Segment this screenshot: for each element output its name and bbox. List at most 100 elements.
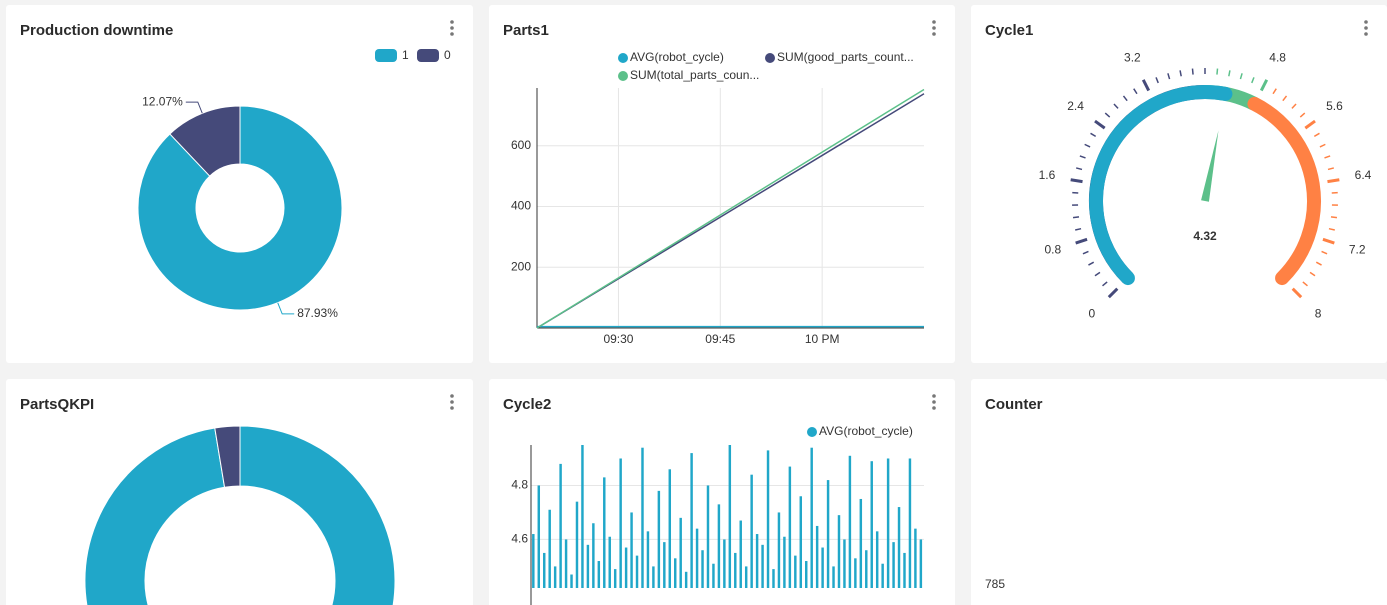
major-tick [1291, 287, 1303, 299]
minor-tick [1084, 143, 1091, 148]
bar [881, 563, 884, 588]
bar [630, 512, 633, 588]
panel-title: Cycle2 [503, 396, 551, 413]
bar [597, 561, 601, 588]
gauge-tick-label: 6.4 [1355, 168, 1372, 182]
major-tick [1107, 287, 1119, 299]
bar [892, 542, 895, 588]
minor-tick [1291, 103, 1297, 109]
bar [739, 520, 742, 588]
bar [728, 445, 732, 588]
legend-swatch [618, 71, 628, 81]
bar [635, 555, 639, 588]
legend-label: AVG(robot_cycle) [819, 424, 913, 438]
legend-swatch [807, 427, 817, 437]
major-tick [1327, 178, 1340, 184]
major-tick [1141, 79, 1151, 92]
menu-button[interactable] [932, 20, 936, 36]
minor-tick [1216, 68, 1219, 75]
bar [832, 566, 835, 588]
minor-tick [1102, 281, 1108, 287]
bar [592, 523, 595, 588]
bar [532, 534, 535, 588]
major-tick [1304, 119, 1316, 130]
minor-tick [1167, 73, 1171, 80]
panel [489, 5, 955, 363]
gauge-tick-label: 0 [1089, 306, 1096, 320]
major-tick [1322, 237, 1335, 245]
panel-title: Cycle1 [985, 22, 1033, 39]
gauge-tick-label: 0.8 [1044, 243, 1061, 257]
legend-swatch [375, 49, 397, 62]
legend-swatch [765, 53, 775, 63]
gauge-tick-label: 3.2 [1124, 51, 1141, 65]
menu-button[interactable] [1364, 20, 1368, 36]
pie-slice [214, 425, 241, 488]
menu-dot [932, 32, 936, 36]
minor-tick [1324, 155, 1331, 159]
bar [581, 445, 584, 588]
bar [843, 539, 846, 588]
menu-button[interactable] [450, 20, 454, 36]
menu-button[interactable] [450, 394, 454, 410]
x-tick-label: 10 PM [805, 332, 840, 346]
minor-tick [1133, 88, 1138, 95]
menu-button[interactable] [932, 394, 936, 410]
minor-tick [1155, 77, 1159, 84]
x-tick-label: 09:45 [705, 332, 735, 346]
bar [777, 512, 781, 588]
bar [875, 531, 879, 588]
legend-label: 1 [402, 48, 409, 62]
minor-tick [1079, 155, 1086, 159]
bar [575, 501, 579, 588]
y-tick-label: 4.6 [511, 532, 528, 546]
bar [679, 517, 682, 588]
leader-line [277, 302, 295, 315]
menu-dot [932, 20, 936, 24]
gauge-tick-label: 5.6 [1326, 99, 1343, 113]
menu-dot [450, 400, 454, 404]
bar [859, 498, 863, 588]
counter-value: 785 [985, 577, 1005, 591]
minor-tick [1122, 95, 1128, 102]
minor-tick [1239, 73, 1243, 80]
minor-tick [1179, 70, 1182, 77]
major-tick [1094, 119, 1106, 130]
minor-tick [1228, 70, 1231, 77]
bar [848, 455, 852, 588]
legend-swatch [417, 49, 439, 62]
minor-tick [1191, 68, 1194, 75]
minor-tick [1072, 216, 1080, 219]
bar [854, 558, 857, 588]
menu-dot [932, 26, 936, 30]
gauge-tick-label: 4.8 [1269, 51, 1286, 65]
minor-tick [1104, 112, 1111, 118]
bar [755, 534, 759, 588]
bar [701, 550, 704, 588]
bar [668, 469, 672, 588]
minor-tick [1082, 250, 1089, 255]
bar [886, 458, 890, 588]
legend-swatch [618, 53, 628, 63]
menu-dot [1364, 32, 1368, 36]
minor-tick [1282, 95, 1288, 102]
bar [657, 490, 661, 588]
gauge-tick-label: 2.4 [1067, 99, 1084, 113]
bar [919, 539, 923, 588]
bar [548, 509, 551, 588]
bar [744, 566, 748, 588]
bar [543, 552, 546, 588]
panel [971, 379, 1387, 605]
bar [821, 547, 824, 588]
menu-dot [450, 394, 454, 398]
bar [908, 458, 912, 588]
legend-label: SUM(total_parts_coun... [630, 68, 759, 82]
legend-label: AVG(robot_cycle) [630, 50, 724, 64]
bar [564, 539, 568, 588]
bar [903, 552, 906, 588]
menu-dot [932, 406, 936, 410]
minor-tick [1330, 216, 1338, 219]
minor-tick [1075, 227, 1082, 231]
menu-dot [932, 394, 936, 398]
bar [553, 566, 557, 588]
